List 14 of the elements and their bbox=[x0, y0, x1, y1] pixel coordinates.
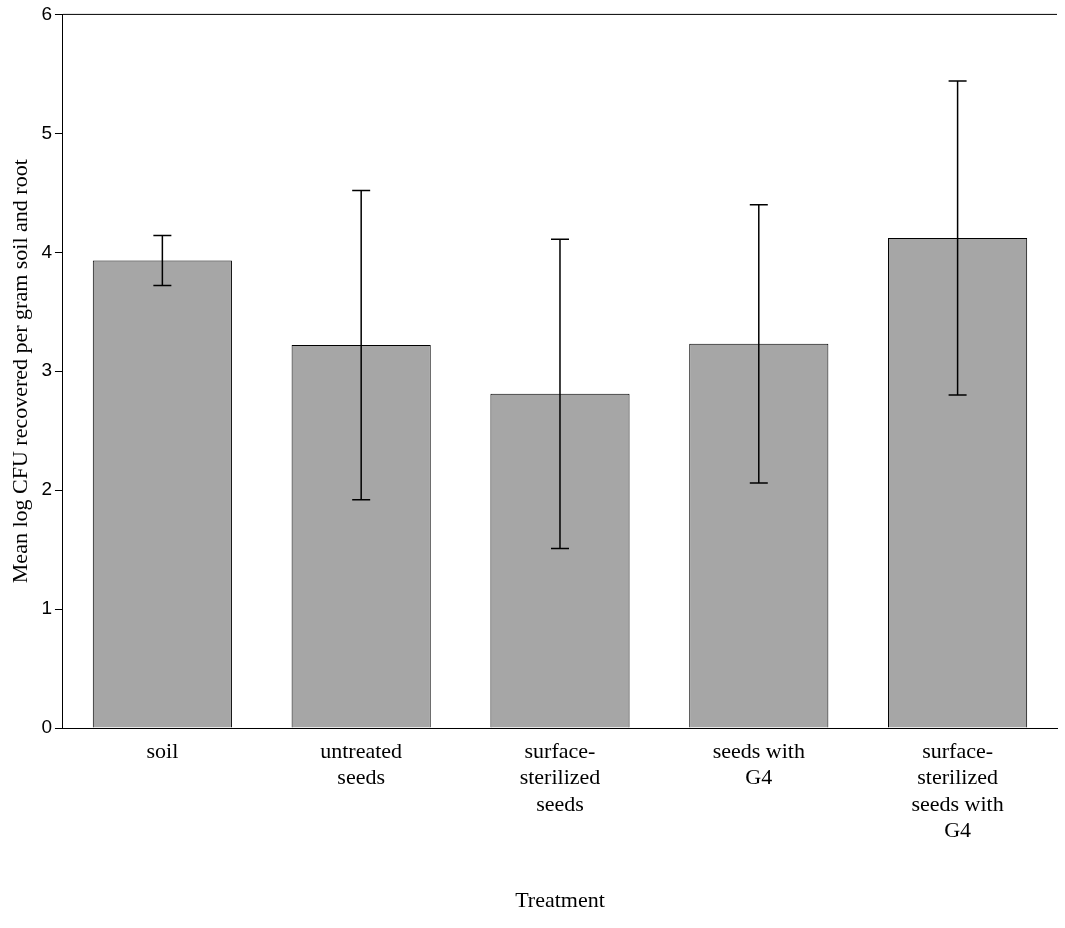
y-axis-title: Mean log CFU recovered per gram soil and root bbox=[6, 159, 32, 584]
y-tick-label: 3 bbox=[41, 359, 52, 381]
x-tick-label: surface-sterilized seeds with G4 bbox=[911, 737, 1004, 843]
x-axis-title: Treatment bbox=[515, 886, 605, 912]
y-tick-label: 4 bbox=[41, 240, 53, 262]
y-tick-label: 0 bbox=[41, 716, 52, 738]
x-tick-label: seeds with G4 bbox=[712, 737, 805, 790]
x-tick-label: untreated seeds bbox=[320, 737, 403, 790]
x-tick-label: surface-sterilized seeds bbox=[519, 737, 601, 816]
y-tick-label: 1 bbox=[41, 597, 52, 619]
x-tick-label: soil bbox=[146, 737, 179, 763]
y-tick-label: 2 bbox=[41, 478, 52, 500]
y-tick-label: 6 bbox=[41, 2, 52, 24]
y-tick-label: 5 bbox=[41, 121, 52, 143]
